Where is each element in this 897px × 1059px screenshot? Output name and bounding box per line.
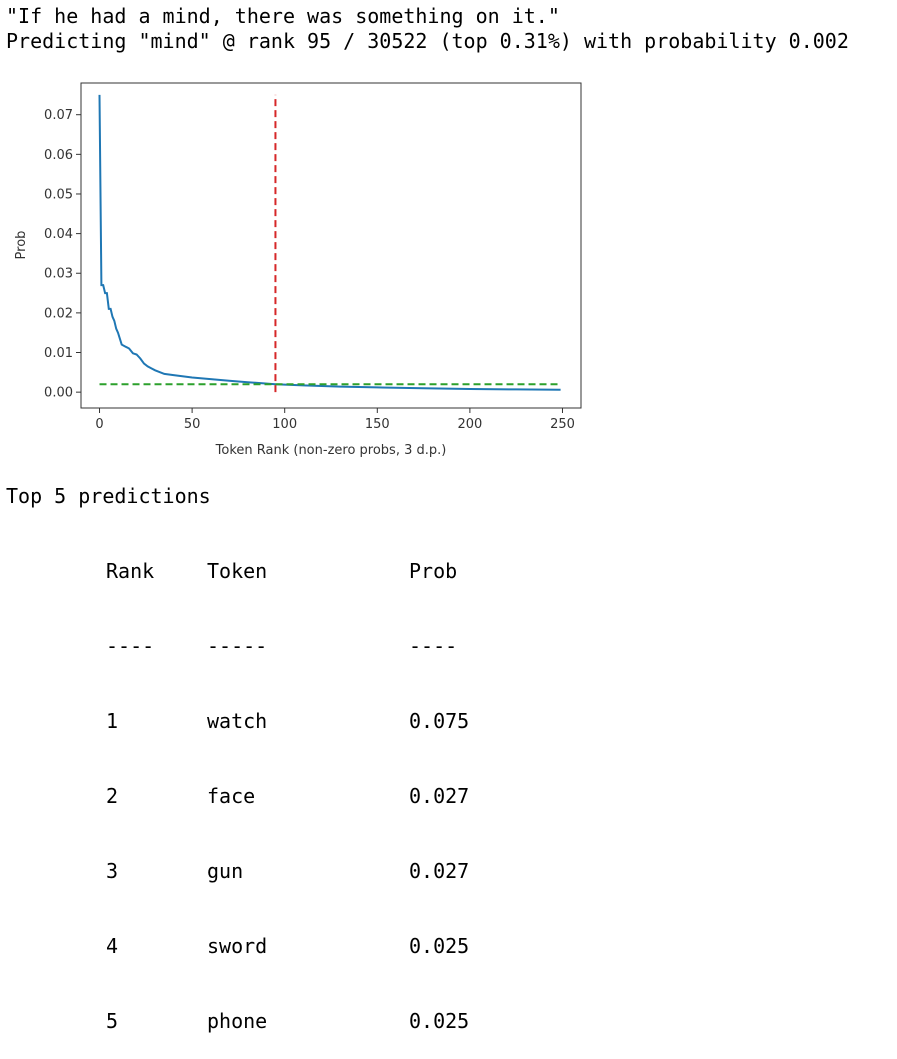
- y-tick-label: 0.01: [44, 346, 73, 361]
- table-row-rank: 2: [106, 784, 119, 808]
- x-tick-label: 250: [550, 417, 575, 432]
- y-tick-label: 0.00: [44, 386, 73, 401]
- y-tick-label: 0.02: [44, 306, 73, 321]
- table-row-prob: 0.075: [409, 709, 470, 733]
- table-row-prob: 0.027: [409, 784, 470, 808]
- y-tick-label: 0.05: [44, 187, 73, 202]
- plot-frame: [80, 82, 582, 409]
- rank-header: Rank: [106, 559, 155, 583]
- table-row-token: phone: [207, 1009, 268, 1033]
- y-tick-label: 0.03: [44, 267, 73, 282]
- y-tick-label: 0.04: [44, 227, 73, 242]
- table-row-prob: 0.025: [409, 934, 470, 958]
- prob-separator: ----: [409, 634, 458, 658]
- table-row-token: face: [207, 784, 256, 808]
- column-token: Token ----- watch face gun sword phone: [207, 509, 267, 1059]
- prediction-summary: Predicting "mind" @ rank 95 / 30522 (top…: [6, 29, 849, 53]
- prob-header: Prob: [409, 559, 458, 583]
- probability-chart: 0 50 100 150 200 250 0.00 0.01 0.02 0.03 0.04 0.05 0…: [14, 82, 582, 458]
- x-tick-label: 200: [457, 417, 482, 432]
- x-tick-label: 100: [272, 417, 297, 432]
- x-tick-label: 0: [95, 417, 103, 432]
- top-predictions-title: Top 5 predictions: [6, 484, 211, 508]
- column-prob: Prob ---- 0.075 0.027 0.027 0.025 0.025: [409, 509, 469, 1059]
- y-tick-label: 0.06: [44, 148, 73, 163]
- token-separator: -----: [207, 634, 268, 658]
- x-tick-label: 50: [184, 417, 201, 432]
- x-axis-label: Token Rank (non-zero probs, 3 d.p.): [215, 443, 447, 458]
- table-row-prob: 0.025: [409, 1009, 470, 1033]
- table-row-token: watch: [207, 709, 268, 733]
- table-row-rank: 5: [106, 1009, 119, 1033]
- series-line: [98, 94, 561, 391]
- rank-separator: ----: [106, 634, 155, 658]
- table-row-token: gun: [207, 859, 244, 883]
- table-row-rank: 3: [106, 859, 119, 883]
- token-header: Token: [207, 559, 268, 583]
- output-sentence: "If he had a mind, there was something o…: [6, 4, 560, 28]
- x-tick-label: 150: [365, 417, 390, 432]
- column-rank: Rank ---- 1 2 3 4 5: [106, 509, 154, 1059]
- table-row-token: sword: [207, 934, 268, 958]
- y-tick-label: 0.07: [44, 108, 73, 123]
- table-row-rank: 4: [106, 934, 119, 958]
- y-axis-label: Prob: [14, 231, 29, 260]
- table-row-prob: 0.027: [409, 859, 470, 883]
- table-row-rank: 1: [106, 709, 119, 733]
